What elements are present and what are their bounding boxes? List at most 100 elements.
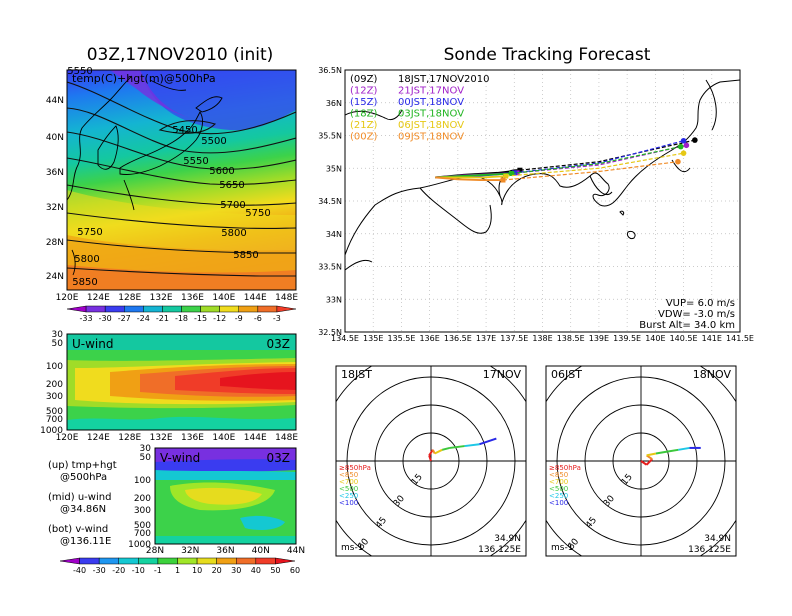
flight-params: VUP= 6.0 m/s VDW= -3.0 m/s Burst Alt= 34…: [639, 298, 735, 331]
contour-label: 5750: [245, 208, 270, 219]
contour-label: 5550: [67, 66, 92, 77]
lat-tick-label: 36N: [326, 99, 342, 108]
hodograph-segment: [428, 455, 432, 462]
coastline-boso: [671, 159, 691, 173]
wind-colorbar: -40 -30 -20 -10 -1 1 10 20 30 40 50 60: [59, 557, 300, 575]
sonde-tracks: [435, 137, 698, 183]
lon-tick-label: 134.5E: [331, 334, 359, 343]
pressure-legend-item: <850: [339, 471, 358, 479]
pressure-tick-label: 30: [140, 444, 152, 454]
hodograph-segment: [441, 446, 450, 451]
contour-label: 5550: [183, 156, 208, 167]
lat-tick-label: 33N: [326, 295, 342, 304]
colorbar-label: -12: [213, 314, 226, 323]
hodograph-segment: [640, 460, 648, 466]
colorbar-label: -40: [73, 566, 86, 575]
hodograph-unit: ms-1: [551, 543, 573, 553]
lon-tick-label: 132E: [150, 293, 173, 303]
contour-label: 5800: [221, 228, 246, 239]
pressure-legend-item: <700: [339, 478, 358, 486]
lon-tick-label: 124E: [87, 293, 110, 303]
colorbar-label: -1: [154, 566, 162, 575]
hodograph-lat: 34.9N: [494, 534, 521, 544]
landing-marker: [683, 142, 690, 149]
hodograph-segment: [646, 452, 657, 457]
launch-time-legend: (09Z) 18JST,17NOV2010 (12Z) 21JST,17NOV (15Z…: [350, 74, 490, 143]
pressure-tick-label: 700: [134, 529, 151, 539]
temp-colorbar: -33 -30 -27 -24 -21 -18 -15 -12 -9 -6 -3: [66, 305, 297, 323]
legend-label: 09JST,18NOV: [398, 132, 464, 143]
contour-label: 5500: [201, 136, 226, 147]
note-up-a: (up) tmp+hgt: [48, 460, 117, 471]
lon-tick-label: 136.5E: [444, 334, 472, 343]
note-mid-b: @34.86N: [60, 504, 106, 515]
colorbar-cell: [143, 305, 163, 313]
legend-label: 06JST,18NOV: [398, 120, 464, 131]
coastline-izu: [589, 175, 613, 196]
pressure-legend-item: ≥850hPa: [549, 464, 581, 472]
coastline-kii: [419, 187, 492, 234]
lat-tick-label: 36N: [216, 546, 234, 556]
lon-tick-label: 148E: [275, 293, 298, 303]
colorbar-cell: [196, 557, 217, 565]
colorbar-cell: [124, 305, 144, 313]
param-vup: VUP= 6.0 m/s: [666, 298, 735, 309]
lon-tick-label: 140.5E: [670, 334, 698, 343]
colorbar-label: -27: [118, 314, 131, 323]
lat-tick-label: 36N: [46, 168, 64, 178]
lat-tick-label: 34.5N: [318, 197, 342, 206]
coastline-north: [345, 109, 403, 121]
pressure-tick-label: 300: [134, 506, 151, 516]
contour-label: 5600: [209, 166, 234, 177]
pressure-tick-label: 700: [46, 415, 63, 425]
colorbar-cell: [85, 305, 106, 313]
pressure-legend-item: <250: [549, 492, 568, 500]
tracking-lat-ticks: 36.5N 36N 35.5N 35N 34.5N 34N 33.5N 33N 32.5N: [318, 66, 342, 337]
param-burst: Burst Alt= 34.0 km: [639, 320, 735, 331]
pressure-tick-label: 200: [134, 494, 151, 504]
ascent-track: [435, 176, 503, 181]
colorbar-label: 60: [290, 566, 300, 575]
legend-label: 03JST,18NOV: [398, 109, 464, 120]
legend-code: (21Z): [350, 120, 377, 131]
legend-label: 00JST,18NOV: [398, 97, 464, 108]
descent-track: [505, 152, 684, 177]
colorbar-cell: [98, 557, 119, 565]
hodograph-unit: ms-1: [341, 543, 363, 553]
lat-tick-label: 44N: [46, 96, 64, 106]
lat-tick-label: 24N: [46, 272, 64, 282]
colorbar-cell: [162, 305, 182, 313]
contour-label: 5700: [220, 200, 245, 211]
contour-label: 5850: [233, 250, 258, 261]
colorbar-cell: [216, 557, 237, 565]
colorbar-cell: [257, 305, 278, 313]
contour-label: 5800: [74, 254, 99, 265]
hodograph-segment: [678, 446, 690, 451]
note-mid-a: (mid) u-wind: [48, 492, 111, 503]
landing-marker: [680, 137, 687, 144]
pressure-tick-label: 50: [52, 339, 64, 349]
left-title: 03Z,17NOV2010 (init): [87, 45, 274, 65]
lat-tick-label: 36.5N: [318, 66, 342, 75]
hodograph-lon: 136.125E: [688, 545, 731, 555]
lat-tick-label: 32.5N: [318, 328, 342, 337]
lon-tick-label: 120E: [56, 293, 79, 303]
pressure-legend-item: <250: [339, 492, 358, 500]
colorbar-label: -30: [99, 314, 112, 323]
colorbar-label: 30: [231, 566, 241, 575]
tracking-map: 36.5N 36N 35.5N 35N 34.5N 34N 33.5N 33N 32.5N 13…: [318, 66, 754, 343]
lat-tick-label: 34N: [326, 230, 342, 239]
note-bot-b: @136.11E: [60, 536, 111, 547]
lon-tick-label: 124E: [87, 433, 110, 443]
hodograph-segment: [666, 448, 679, 453]
hodograph-segment: [464, 443, 480, 448]
hodograph-segment: [434, 448, 443, 455]
colorbar-label: 50: [270, 566, 280, 575]
pressure-legend-item: <100: [339, 499, 358, 507]
lon-tick-label: 138.5E: [557, 334, 585, 343]
landing-marker: [680, 150, 687, 156]
colorbar-label: -18: [175, 314, 188, 323]
